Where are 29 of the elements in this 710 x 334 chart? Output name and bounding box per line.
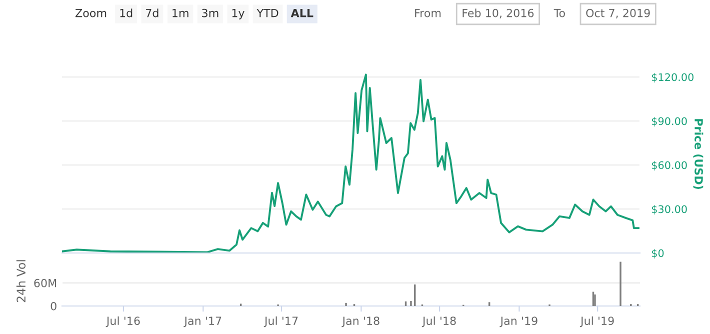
x-tick-label: Jan '19 [500, 316, 538, 328]
y-tick-label: $60.00 [652, 161, 687, 170]
text: 7d [146, 8, 158, 18]
text: To [554, 8, 565, 18]
x-tick-label: Jul '18 [422, 316, 456, 328]
text: From [415, 8, 441, 18]
text: Zoom [76, 8, 106, 18]
x-tick-label: Jan '18 [342, 316, 380, 328]
text: YTD [256, 8, 278, 18]
text: 1m [172, 8, 188, 18]
y-tick-label: $30.00 [652, 205, 687, 214]
x-tick-label: Jul '16 [106, 316, 140, 328]
y-tick-label: $0 [652, 249, 664, 258]
y-tick-label: 60M [34, 278, 56, 288]
x-tick-label: Jul '17 [264, 316, 298, 328]
text: 3m [202, 8, 218, 18]
text: Oct 7, 2019 [586, 8, 650, 18]
y-tick-label: $90.00 [652, 117, 687, 126]
x-tick-label: Jul '19 [580, 316, 614, 328]
text: 1y [232, 8, 244, 20]
y-axis-title: 24h Vol [16, 260, 26, 302]
line-series [62, 74, 640, 253]
x-tick-label: Jan '17 [184, 316, 222, 328]
text: 1d [120, 8, 132, 18]
text: ALL [290, 8, 314, 18]
y-axis-title: Price (USD) [693, 119, 704, 189]
y-tick-label: 0 [50, 302, 56, 310]
y-tick-label: $120.00 [652, 73, 694, 82]
text: Feb 10, 2016 [462, 8, 534, 18]
